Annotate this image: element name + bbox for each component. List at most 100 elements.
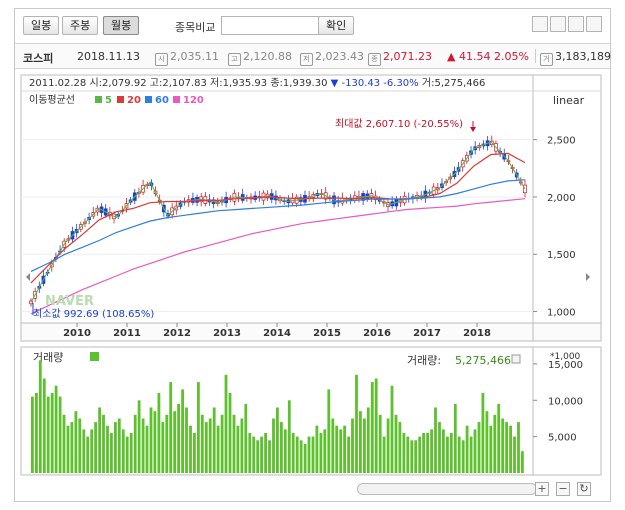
- volume-bar: [378, 414, 382, 473]
- volume-bar: [94, 422, 97, 473]
- volume-bar: [485, 411, 489, 473]
- volume-bar: [200, 414, 204, 473]
- volume-bar: [347, 436, 350, 473]
- ohlc-close: 1,939.30: [283, 78, 328, 89]
- volume-bar: [335, 425, 339, 473]
- volume-bar: [90, 429, 94, 473]
- ohlc-high: 2,107.83: [162, 78, 207, 89]
- volume-bar: [240, 418, 244, 473]
- volume-bar: [102, 414, 105, 473]
- volume-bar: [386, 418, 390, 473]
- compare-input[interactable]: [221, 16, 325, 35]
- volume-bar: [493, 414, 497, 473]
- volume-bar: [359, 411, 362, 473]
- daily-candle-button[interactable]: 일봉: [23, 16, 60, 35]
- volume-bar: [212, 407, 216, 473]
- candle-body: [523, 184, 527, 194]
- cursor-icon[interactable]: [568, 16, 584, 32]
- volume-bar: [42, 378, 46, 473]
- volume-title: 거래량: [33, 351, 63, 364]
- volume-bar: [58, 396, 62, 473]
- refresh-icon[interactable]: ↻: [577, 482, 591, 496]
- price-tick-label: 2,000: [547, 193, 576, 204]
- low-icon: 저: [300, 53, 313, 66]
- volume-bar: [477, 422, 481, 473]
- ohlc-volume: 5,275,466: [434, 78, 485, 89]
- volume-bar: [272, 418, 275, 473]
- volume-icon: 거: [540, 53, 553, 66]
- zoom-out-icon[interactable]: −: [556, 482, 570, 496]
- scale-label[interactable]: linear: [553, 94, 585, 107]
- price-tick-label: 1,000: [547, 308, 576, 319]
- volume-bar: [513, 436, 516, 473]
- volume-bar: [38, 360, 42, 473]
- stock-date: 2018.11.13: [77, 50, 140, 63]
- volume-bar: [319, 433, 323, 473]
- confirm-button[interactable]: 확인: [318, 16, 355, 35]
- volume-bar: [268, 440, 271, 473]
- volume-bar: [204, 422, 208, 473]
- volume-bar: [121, 429, 125, 473]
- min-annotation: 최소값 992.69 (108.65%): [33, 308, 154, 320]
- right-collapse-icon[interactable]: [586, 273, 590, 281]
- volume-bar: [35, 393, 38, 473]
- volume-bar: [339, 429, 343, 473]
- ohlc-open: 2,079.92: [102, 78, 147, 89]
- weekly-candle-button[interactable]: 주봉: [62, 16, 99, 35]
- volume-bar: [374, 378, 378, 473]
- volume-bar: [323, 429, 327, 473]
- volume-bar: [145, 425, 149, 473]
- volume-bar: [461, 440, 465, 473]
- monthly-candle-button[interactable]: 월봉: [103, 16, 140, 35]
- volume-bar: [264, 433, 267, 473]
- price-tick-label: 1,500: [547, 250, 576, 261]
- volume-bar: [208, 418, 212, 473]
- volume-bar: [331, 418, 335, 473]
- volume-bar: [46, 396, 50, 473]
- volume-bar: [406, 436, 410, 473]
- volume-bar: [220, 414, 224, 473]
- max-annotation: 최대값 2,607.10 (-20.55%): [335, 118, 463, 130]
- volume-bar: [185, 407, 188, 473]
- volume-bar: [446, 436, 449, 473]
- volume-bar: [232, 414, 236, 473]
- volume-bar: [299, 440, 303, 473]
- volume-bar: [244, 403, 248, 473]
- volume-bar: [390, 385, 394, 473]
- zoom-in-icon[interactable]: +: [535, 482, 549, 496]
- volume-bar: [438, 422, 441, 473]
- year-tick-label: 2013: [213, 328, 241, 339]
- ohlc-date: 2011.02.28: [29, 78, 86, 89]
- volume-bar: [149, 407, 153, 473]
- ohlc-change-pct: -6.30%: [383, 78, 418, 89]
- volume-bar: [50, 393, 54, 473]
- volume-bar: [430, 429, 433, 473]
- stock-summary-bar: 코스피 2018.11.13 시 2,035.11 고 2,120.88 저 2,02…: [15, 43, 611, 69]
- volume-bar: [418, 436, 422, 473]
- year-tick-label: 2012: [163, 328, 191, 339]
- ma120-label: 120: [183, 95, 204, 106]
- year-tick-label: 2018: [463, 328, 491, 339]
- volume-label: 거래량:: [407, 354, 441, 367]
- tip-icon[interactable]: [532, 16, 548, 32]
- price-volume-chart[interactable]: 2011.02.28 시:2,079.92 고:2,107.83 저:1,935…: [15, 71, 610, 501]
- volume-bar: [82, 429, 86, 473]
- year-tick-label: 2014: [263, 328, 291, 339]
- volume-bar: [363, 418, 366, 473]
- chart-scrollbar[interactable]: [357, 483, 537, 495]
- left-collapse-icon[interactable]: [26, 273, 30, 281]
- volume-settings-icon[interactable]: [511, 354, 521, 364]
- volume-bar: [252, 436, 256, 473]
- chart-toolbar: 일봉 주봉 월봉 종목비교 확인: [15, 9, 610, 39]
- volume-bar: [31, 396, 34, 473]
- draw-icon[interactable]: [550, 16, 566, 32]
- year-tick-label: 2017: [413, 328, 441, 339]
- volume-unit: *1,000: [550, 352, 581, 362]
- print-icon[interactable]: [586, 16, 602, 32]
- close-value: 2,071.23: [383, 50, 432, 63]
- volume-bar: [117, 418, 121, 473]
- volume-bar: [287, 400, 291, 473]
- high-icon: 고: [228, 53, 241, 66]
- volume-bar: [473, 429, 477, 473]
- volume-bar: [442, 429, 445, 473]
